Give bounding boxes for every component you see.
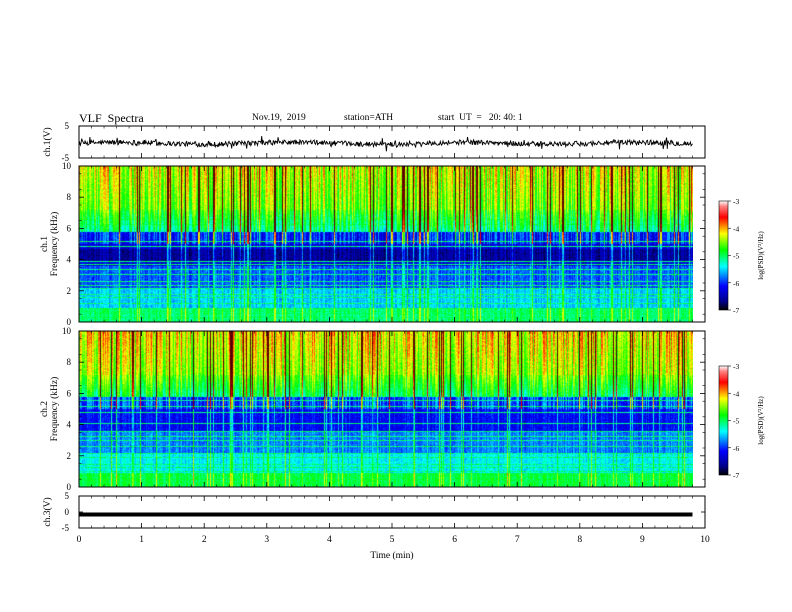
date-label: Nov.19, 2019 <box>252 113 306 123</box>
x-tick-label: 2 <box>202 535 207 545</box>
x-tick-label: 3 <box>264 535 269 545</box>
colorbar-tick-label: -7 <box>733 306 739 315</box>
ch2-ylabel-channel: ch.2 <box>40 401 50 417</box>
ch1-freq-tick-label: 2 <box>67 286 72 296</box>
colorbar <box>718 200 729 311</box>
x-tick-label: 9 <box>640 535 645 545</box>
x-tick-label: 0 <box>77 535 82 545</box>
colorbar-tick-label: -7 <box>733 471 739 480</box>
station-label: station=ATH <box>344 113 394 123</box>
ch2-freq-tick-label: 4 <box>67 420 72 430</box>
ch1-ylabel-channel: ch.1 <box>40 236 50 252</box>
ch2-freq-tick-label: 6 <box>67 388 72 398</box>
ch1-y-tick-label: -5 <box>62 153 70 163</box>
colorbar-label: log(PSD)(V²/Hz) <box>757 396 765 445</box>
ch2-freq-tick-label: 8 <box>67 357 72 367</box>
colorbar-tick-label: -3 <box>733 197 739 206</box>
x-tick-label: 5 <box>390 535 395 545</box>
colorbar-tick-label: -5 <box>733 252 739 261</box>
ch3-waveform-ylabel: ch.3(V) <box>42 497 53 526</box>
ch1-freq-tick-label: 8 <box>67 192 72 202</box>
start-ut-label: start UT = 20: 40: 1 <box>438 113 523 123</box>
ch3-y-tick-label: -5 <box>62 523 70 533</box>
x-tick-label: 7 <box>515 535 520 545</box>
ch2-ylabel-frequency: Frequency (kHz) <box>49 377 60 442</box>
ch2-freq-tick-label: 0 <box>67 482 72 492</box>
x-tick-label: 4 <box>327 535 332 545</box>
colorbar-tick-label: -4 <box>733 224 739 233</box>
x-tick-label: 1 <box>139 535 144 545</box>
x-tick-label: 8 <box>577 535 582 545</box>
colorbar-tick-label: -6 <box>733 279 739 288</box>
colorbar-tick-label: -3 <box>733 362 739 371</box>
colorbar-tick-label: -5 <box>733 417 739 426</box>
ch1-freq-tick-label: 0 <box>67 317 72 327</box>
colorbar-tick-label: -6 <box>733 444 739 453</box>
ch1-freq-tick-label: 10 <box>62 161 72 171</box>
ch1-waveform-line <box>78 135 693 152</box>
spectrogram-raster <box>79 331 693 487</box>
figure-title: VLF Spectra <box>79 111 144 125</box>
ch3-y-tick-label: 0 <box>65 507 70 517</box>
ch1-y-tick-label: 5 <box>65 121 70 131</box>
ch2-freq-tick-label: 2 <box>67 451 72 461</box>
colorbar-label: log(PSD)(V²/Hz) <box>757 231 765 280</box>
ch2-freq-tick-label: 10 <box>62 326 72 336</box>
ch1-freq-tick-label: 6 <box>67 223 72 233</box>
x-tick-label: 10 <box>700 535 710 545</box>
x-axis-label: Time (min) <box>370 550 413 561</box>
x-tick-label: 6 <box>452 535 457 545</box>
ch3-y-tick-label: 5 <box>65 491 70 501</box>
colorbar-tick-label: -4 <box>733 389 739 398</box>
ch1-waveform-ylabel: ch.1(V) <box>42 127 53 156</box>
ch1-freq-tick-label: 4 <box>67 255 72 265</box>
spectrogram-raster <box>79 166 693 322</box>
ch1-ylabel-frequency: Frequency (kHz) <box>49 212 60 277</box>
colorbar <box>718 365 729 476</box>
